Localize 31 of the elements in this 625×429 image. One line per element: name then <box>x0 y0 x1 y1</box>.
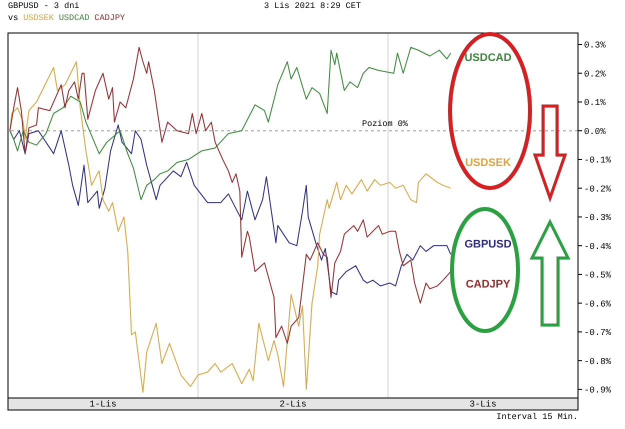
y-tick-label: -0.6% <box>584 299 612 310</box>
y-tick-label: 0.0% <box>584 126 606 137</box>
y-tick-label: -0.5% <box>584 270 612 281</box>
line-series <box>9 46 452 200</box>
text: USDSEK <box>23 13 54 23</box>
x-tick-label: 1-Lis <box>89 399 117 410</box>
text: Interval 15 Min. <box>496 412 578 422</box>
annotation: USDCAD <box>464 52 512 64</box>
x-tick-label: 3-Lis <box>469 399 497 410</box>
line-series <box>9 61 452 393</box>
line-series <box>9 46 452 344</box>
y-tick-label: 0.2% <box>584 69 606 80</box>
chart-subtitle: 3 Lis 2021 8:29 CET <box>264 1 361 11</box>
chart-title: GBPUSD - 3 dni <box>8 1 80 11</box>
text: USDCAD <box>58 13 90 23</box>
x-tick-label: 2-Lis <box>279 399 307 410</box>
annotation: GBPUSD <box>464 238 512 250</box>
annotation: USDSEK <box>465 157 511 170</box>
y-tick-label: -0.1% <box>584 156 612 166</box>
legend-title: vs <box>8 13 18 23</box>
annotation: CADJPY <box>466 278 511 291</box>
y-tick-label: -0.9% <box>584 386 612 396</box>
y-tick-label: -0.7% <box>584 328 612 338</box>
ref-line-label: Poziom 0% <box>362 118 408 129</box>
y-tick-label: -0.8% <box>584 356 612 367</box>
y-tick-label: -0.2% <box>584 184 612 194</box>
y-tick-label: -0.4% <box>584 242 612 252</box>
y-tick-label: 0.1% <box>584 98 606 108</box>
text: CADJPY <box>94 13 126 23</box>
y-tick-label: -0.3% <box>584 213 612 224</box>
y-tick-label: 0.3% <box>584 40 606 51</box>
